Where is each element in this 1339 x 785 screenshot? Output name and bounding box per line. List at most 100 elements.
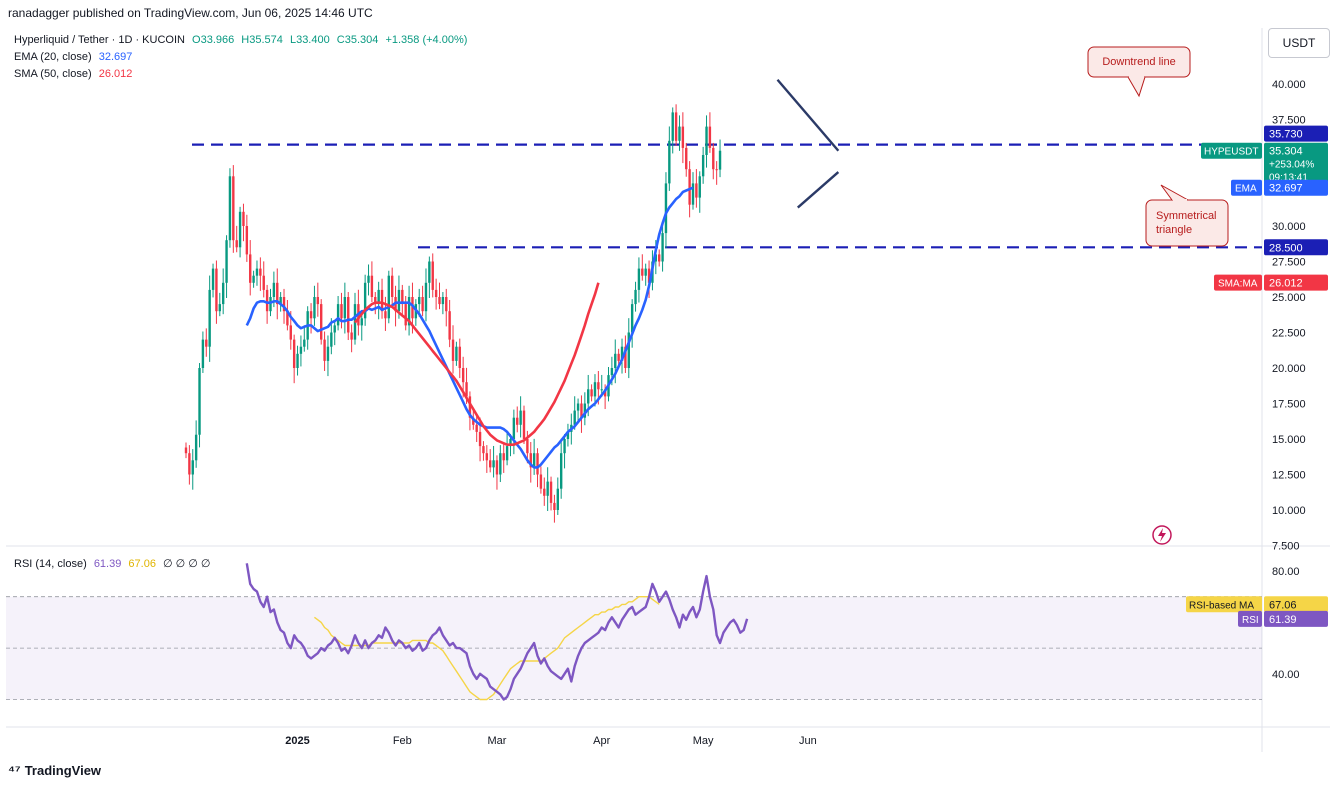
candle-body bbox=[387, 275, 390, 319]
rsi-value-tag-bg bbox=[1264, 610, 1328, 627]
candle-body bbox=[553, 502, 556, 510]
candle bbox=[309, 303, 313, 334]
rsi-label-tag: RSI bbox=[1242, 615, 1259, 626]
candle-body bbox=[468, 396, 472, 418]
candle-body bbox=[299, 346, 303, 354]
rsi-legend[interactable]: RSI (14, close) 61.39 67.06 ∅ ∅ ∅ ∅ bbox=[14, 557, 215, 570]
open-value: O33.966 bbox=[192, 34, 235, 46]
candle-body bbox=[201, 339, 205, 368]
time-axis-tick: 2025 bbox=[285, 735, 309, 747]
rsi-label-tag-bg bbox=[1238, 610, 1262, 627]
candle-body bbox=[600, 389, 603, 391]
candle-body bbox=[458, 346, 461, 368]
candle bbox=[313, 285, 316, 326]
price-axis-tick: 25.000 bbox=[1272, 292, 1306, 304]
candle bbox=[458, 338, 461, 379]
candle-body bbox=[323, 339, 326, 361]
candle bbox=[715, 161, 718, 185]
candle-body bbox=[441, 297, 445, 305]
candle bbox=[678, 115, 681, 151]
candle-body bbox=[360, 318, 363, 326]
candle bbox=[634, 281, 637, 312]
candle bbox=[583, 392, 587, 426]
candle bbox=[681, 112, 685, 164]
candle bbox=[205, 328, 208, 357]
candle-body bbox=[194, 434, 198, 461]
candle bbox=[505, 431, 509, 466]
candle-body bbox=[668, 140, 671, 184]
candle-body bbox=[198, 368, 201, 435]
candle bbox=[401, 284, 404, 317]
candle bbox=[593, 374, 597, 407]
ema-value-tag: 32.697 bbox=[1269, 183, 1303, 195]
currency-button[interactable]: USDT bbox=[1268, 28, 1330, 58]
candle bbox=[363, 274, 367, 326]
candle-body bbox=[674, 112, 678, 141]
candle bbox=[661, 225, 664, 272]
ema-label-tag: EMA bbox=[1235, 184, 1257, 195]
candle-body bbox=[698, 176, 701, 198]
sma-legend[interactable]: SMA (50, close) 26.012 bbox=[14, 68, 136, 80]
triangle-support-line bbox=[796, 171, 840, 209]
candle bbox=[590, 384, 593, 402]
last-pct-tag: +253.04% bbox=[1269, 160, 1314, 171]
candle bbox=[519, 396, 522, 438]
triangle-callout-text-1: Symmetrical bbox=[1156, 210, 1217, 222]
candle-body bbox=[583, 403, 587, 418]
candle bbox=[394, 285, 397, 327]
candle bbox=[286, 299, 289, 331]
candle bbox=[218, 292, 221, 317]
ema-legend[interactable]: EMA (20, close) 32.697 bbox=[14, 51, 136, 63]
candle-body bbox=[286, 311, 289, 326]
candle-body bbox=[617, 353, 620, 361]
high-value: H35.574 bbox=[241, 34, 283, 46]
candle bbox=[211, 263, 215, 298]
price-axis-tick: 12.500 bbox=[1272, 470, 1306, 482]
candle bbox=[705, 115, 708, 168]
price-levels bbox=[192, 143, 1262, 249]
candle bbox=[262, 261, 265, 298]
candle-body bbox=[232, 176, 235, 241]
candle-body bbox=[664, 183, 668, 234]
rsi-legend-label: RSI (14, close) bbox=[14, 558, 87, 570]
tradingview-logo[interactable]: ⁴⁷ TradingView bbox=[8, 762, 101, 778]
candle-body bbox=[225, 240, 228, 283]
candle bbox=[695, 169, 698, 208]
time-axis-tick: Apr bbox=[593, 735, 610, 747]
candle bbox=[201, 331, 205, 373]
candle bbox=[698, 171, 701, 213]
candle-body bbox=[292, 339, 296, 368]
candle-body bbox=[712, 147, 715, 170]
price-tags: 35.730 35.304 +253.04% 09:13:41 HYPEUSDT EMA 3… bbox=[1186, 125, 1328, 627]
candle bbox=[489, 449, 492, 473]
candle bbox=[228, 168, 232, 248]
candle-body bbox=[265, 289, 269, 312]
candle-body bbox=[705, 126, 708, 155]
candle bbox=[259, 257, 262, 291]
candle bbox=[235, 225, 238, 253]
candle bbox=[434, 278, 438, 310]
candle bbox=[674, 104, 678, 146]
candle-body bbox=[428, 261, 431, 283]
candle bbox=[333, 320, 336, 346]
candle bbox=[701, 146, 705, 184]
candle bbox=[255, 260, 259, 286]
candle bbox=[546, 467, 549, 511]
candle-body bbox=[641, 268, 644, 276]
price-axis-tick: 10.000 bbox=[1272, 505, 1306, 517]
candle bbox=[438, 282, 441, 310]
lightning-icon-ring bbox=[1152, 525, 1172, 545]
candle-body bbox=[184, 447, 188, 454]
rsi-ma-value-tag-bg bbox=[1264, 596, 1328, 613]
candle-body bbox=[505, 446, 509, 461]
candle-body bbox=[448, 311, 451, 340]
rsi-legend-value: 61.39 bbox=[93, 558, 122, 570]
ema-value-tag-bg bbox=[1264, 179, 1328, 196]
candle-body bbox=[347, 297, 350, 333]
candle-body bbox=[509, 439, 512, 447]
candle bbox=[451, 325, 455, 374]
lightning-icon bbox=[1152, 525, 1172, 545]
candle bbox=[485, 445, 489, 473]
sma-legend-value: 26.012 bbox=[98, 68, 133, 80]
